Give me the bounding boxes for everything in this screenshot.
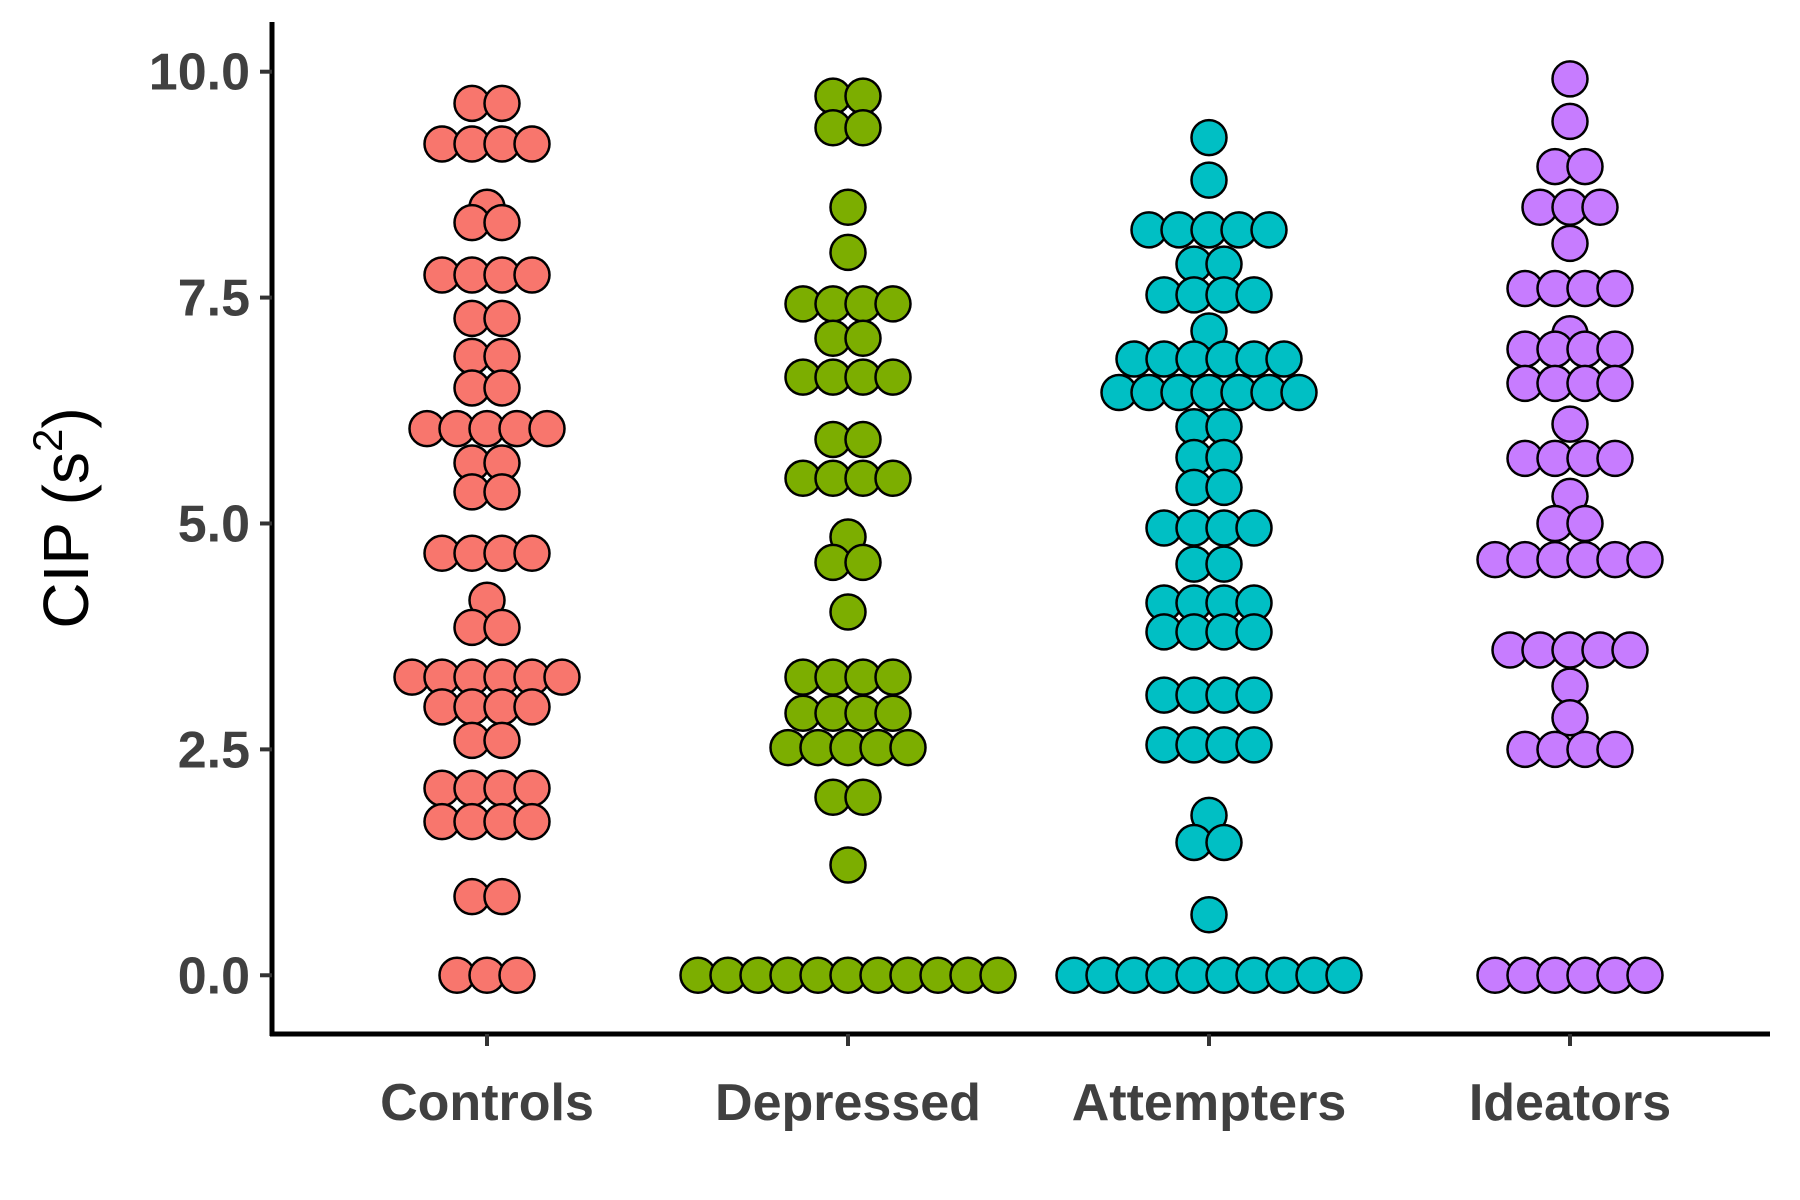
data-point-attempters bbox=[1205, 823, 1243, 862]
data-point-depressed bbox=[979, 956, 1017, 995]
data-point-attempters bbox=[1190, 118, 1228, 157]
x-tick-label: Attempters bbox=[1072, 1074, 1347, 1132]
data-point-attempters bbox=[1280, 373, 1318, 412]
data-point-ideators bbox=[1611, 631, 1649, 669]
y-tick-label: 2.5 bbox=[178, 721, 250, 779]
data-point-ideators bbox=[1596, 730, 1634, 769]
data-point-ideators bbox=[1551, 667, 1589, 705]
y-ticks: 0.0 2.5 5.0 7.5 10.0 bbox=[149, 44, 272, 1005]
data-point-attempters bbox=[1250, 211, 1288, 249]
data-point-attempters bbox=[1235, 726, 1273, 764]
data-point-depressed bbox=[844, 543, 882, 582]
data-point-depressed bbox=[829, 593, 867, 631]
data-point-controls bbox=[513, 802, 551, 841]
data-point-controls bbox=[543, 658, 581, 696]
data-point-controls bbox=[483, 337, 521, 376]
data-point-controls bbox=[483, 84, 521, 123]
data-point-ideators bbox=[1551, 60, 1589, 98]
y-tick-label: 7.5 bbox=[178, 270, 250, 328]
data-point-ideators bbox=[1551, 102, 1589, 141]
data-point-ideators bbox=[1596, 330, 1634, 368]
data-point-controls bbox=[483, 608, 521, 647]
data-point-depressed bbox=[874, 658, 912, 696]
data-point-controls bbox=[483, 369, 521, 407]
dots-layer bbox=[393, 60, 1664, 995]
data-point-depressed bbox=[874, 285, 912, 323]
y-tick-label: 0.0 bbox=[178, 947, 250, 1005]
data-point-depressed bbox=[829, 188, 867, 226]
data-point-attempters bbox=[1190, 895, 1228, 934]
data-point-attempters bbox=[1235, 676, 1273, 714]
data-point-ideators bbox=[1596, 269, 1634, 308]
data-point-depressed bbox=[844, 77, 882, 115]
data-point-depressed bbox=[844, 319, 882, 357]
data-point-controls bbox=[498, 956, 536, 995]
data-point-controls bbox=[483, 203, 521, 242]
data-point-attempters bbox=[1205, 545, 1243, 583]
data-point-depressed bbox=[844, 420, 882, 459]
data-point-depressed bbox=[844, 108, 882, 147]
data-point-depressed bbox=[829, 233, 867, 272]
data-point-depressed bbox=[874, 358, 912, 396]
data-point-depressed bbox=[874, 459, 912, 498]
data-point-ideators bbox=[1566, 147, 1604, 186]
data-point-attempters bbox=[1235, 613, 1273, 651]
data-point-ideators bbox=[1596, 439, 1634, 478]
data-point-attempters bbox=[1325, 956, 1363, 995]
data-point-ideators bbox=[1551, 224, 1589, 263]
data-point-ideators bbox=[1596, 364, 1634, 403]
data-point-controls bbox=[513, 688, 551, 726]
data-point-controls bbox=[483, 877, 521, 916]
data-point-attempters bbox=[1265, 340, 1303, 378]
data-point-controls bbox=[483, 299, 521, 338]
data-point-controls bbox=[513, 256, 551, 294]
data-point-ideators bbox=[1626, 956, 1664, 995]
data-point-attempters bbox=[1205, 468, 1243, 507]
data-point-depressed bbox=[889, 728, 927, 767]
data-point-depressed bbox=[829, 846, 867, 884]
data-point-ideators bbox=[1581, 188, 1619, 226]
data-point-controls bbox=[528, 409, 566, 448]
data-point-ideators bbox=[1626, 540, 1664, 579]
x-tick-label: Depressed bbox=[715, 1074, 981, 1132]
data-point-depressed bbox=[874, 694, 912, 732]
data-point-controls bbox=[513, 125, 551, 163]
data-point-attempters bbox=[1235, 276, 1273, 314]
data-point-ideators bbox=[1551, 405, 1589, 443]
data-point-ideators bbox=[1566, 504, 1604, 543]
y-axis-title-main: CIP (s bbox=[30, 452, 102, 629]
x-tick-label: Controls bbox=[380, 1074, 594, 1132]
x-ticks: Controls Depressed Attempters Ideators bbox=[380, 1034, 1671, 1132]
y-axis-title-close: ) bbox=[30, 407, 102, 428]
data-point-depressed bbox=[844, 778, 882, 817]
data-point-controls bbox=[513, 534, 551, 573]
data-point-controls bbox=[483, 721, 521, 760]
data-point-attempters bbox=[1235, 509, 1273, 547]
x-tick-label: Ideators bbox=[1469, 1074, 1671, 1132]
data-point-controls bbox=[483, 473, 521, 511]
data-point-attempters bbox=[1190, 161, 1228, 199]
data-point-ideators bbox=[1551, 699, 1589, 737]
y-axis-title: CIP (s2) bbox=[24, 407, 102, 628]
data-point-controls bbox=[513, 769, 551, 807]
y-tick-label: 10.0 bbox=[149, 44, 250, 102]
y-axis-title-superscript: 2 bbox=[24, 429, 71, 452]
y-tick-label: 5.0 bbox=[178, 495, 250, 553]
